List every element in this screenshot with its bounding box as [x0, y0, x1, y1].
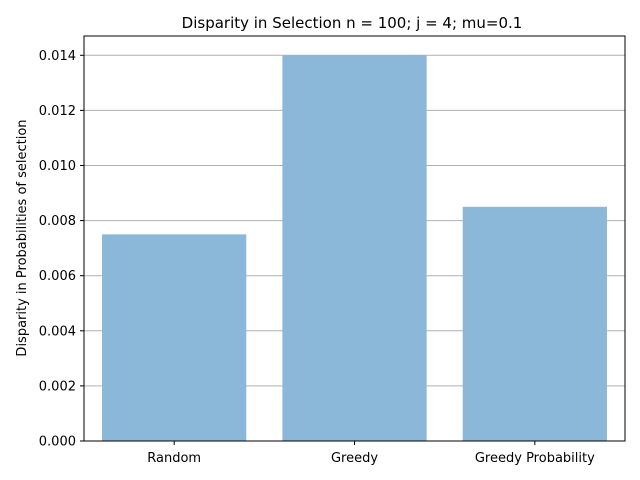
bar-greedy-probability	[462, 206, 607, 441]
y-tick-label: 0.014	[39, 49, 76, 64]
y-tick-label: 0.008	[39, 214, 76, 229]
y-tick-label: 0.006	[39, 269, 76, 284]
x-tick-label: Greedy Probability	[475, 451, 595, 466]
x-axis-ticks: Random Greedy Greedy Probability	[147, 441, 595, 466]
y-tick-label: 0.012	[39, 104, 76, 119]
y-tick-label: 0.002	[39, 379, 76, 394]
y-tick-label: 0.004	[39, 324, 76, 339]
y-axis-label: Disparity in Probabilities of selection	[15, 119, 30, 356]
y-tick-label: 0.010	[39, 159, 76, 174]
chart-title: Disparity in Selection n = 100; j = 4; m…	[182, 14, 523, 32]
x-tick-label: Greedy	[331, 451, 378, 466]
y-tick-label: 0.000	[39, 435, 76, 450]
bar-random	[102, 234, 247, 441]
bars	[102, 55, 607, 442]
bar-greedy	[282, 55, 427, 442]
y-axis-ticks: 0.000 0.002 0.004 0.006 0.008 0.010 0.012 0.014	[39, 49, 84, 450]
x-tick-label: Random	[147, 451, 201, 466]
